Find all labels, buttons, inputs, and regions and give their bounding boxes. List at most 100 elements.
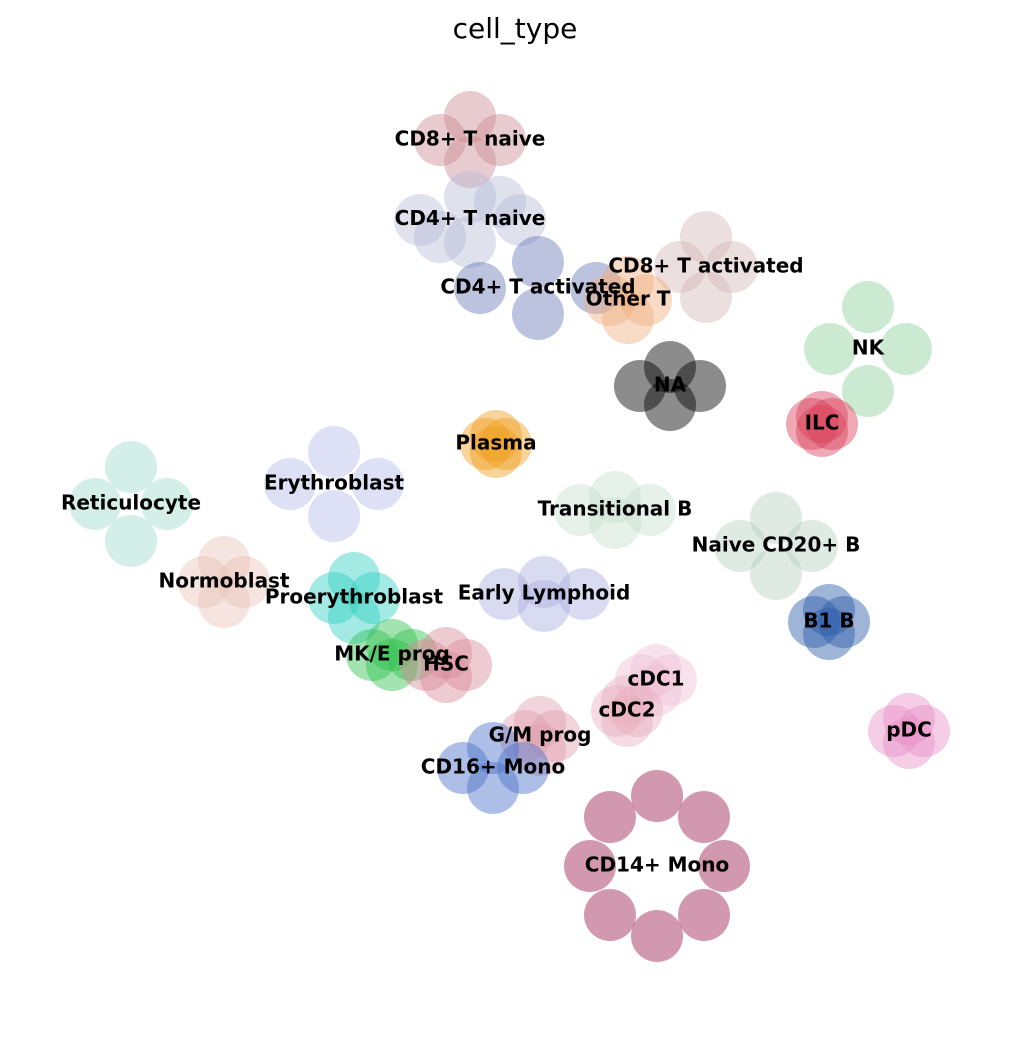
cluster-label: Proerythroblast: [265, 585, 444, 609]
cluster-point: [554, 484, 606, 536]
cluster-point: [615, 654, 667, 706]
cluster-point: [674, 360, 726, 412]
cluster-point: [352, 458, 404, 510]
cluster-point: [591, 685, 643, 737]
cluster-point: [602, 256, 654, 308]
cluster-point: [514, 724, 566, 776]
cluster-point: [584, 274, 636, 326]
cluster-point: [444, 216, 496, 268]
cluster-point: [346, 629, 398, 681]
cluster-point: [614, 360, 666, 412]
cluster-point: [883, 717, 935, 769]
cluster-point: [478, 568, 530, 620]
cluster-labels: CD8+ T naive CD4+ T naive CD4+ T activated…: [61, 126, 932, 876]
cluster-label: CD4+ T activated: [440, 275, 635, 299]
cluster-point: [750, 548, 802, 600]
cluster-label: G/M prog: [489, 723, 592, 747]
cluster-point: [308, 572, 360, 624]
cluster-label: Early Lymphoid: [458, 581, 631, 605]
cluster-point: [386, 629, 438, 681]
cluster-point: [460, 418, 512, 470]
cluster-point: [444, 91, 496, 143]
cluster-point: [818, 596, 870, 648]
cluster-point: [868, 705, 920, 757]
cluster-label: Other T: [586, 287, 671, 311]
cluster-label: cDC1: [627, 667, 684, 691]
cluster-label: CD16+ Mono: [421, 755, 565, 779]
cluster-point: [620, 274, 672, 326]
cluster-label: Erythroblast: [264, 471, 405, 495]
cluster-point: [512, 236, 564, 288]
cluster-point: [601, 695, 653, 747]
cluster-point: [611, 685, 663, 737]
cluster-point: [414, 114, 466, 166]
cluster-point: [348, 572, 400, 624]
cluster-label: Normoblast: [158, 569, 289, 593]
cluster-point: [420, 651, 472, 703]
cluster-point: [630, 644, 682, 696]
cluster-point: [680, 271, 732, 323]
cluster-point: [706, 241, 758, 293]
cluster-point: [264, 458, 316, 510]
cluster-point: [467, 722, 519, 774]
cluster-point: [803, 608, 855, 660]
cluster-point: [842, 365, 894, 417]
cluster-label: Transitional B: [538, 497, 693, 521]
cluster-point: [518, 556, 570, 608]
cluster-point: [499, 710, 551, 762]
cluster-point: [570, 262, 622, 314]
cluster-point: [796, 405, 848, 457]
cluster-point: [644, 341, 696, 393]
cluster-point: [198, 536, 250, 588]
cluster-point: [804, 323, 856, 375]
cluster-point: [698, 840, 750, 892]
cluster-point: [400, 639, 452, 691]
cluster-point: [842, 281, 894, 333]
points: [69, 91, 950, 962]
cluster-point: [680, 211, 732, 263]
cluster-label: NK: [852, 336, 886, 360]
cluster-point: [444, 136, 496, 188]
cluster-point: [69, 478, 121, 530]
cluster-point: [497, 742, 549, 794]
cluster-point: [105, 515, 157, 567]
cluster-point: [631, 770, 683, 822]
cluster-point: [803, 584, 855, 636]
cluster-point: [474, 176, 526, 228]
cluster-point: [786, 520, 838, 572]
cluster-point: [602, 292, 654, 344]
cluster-label: HSC: [423, 652, 469, 676]
cluster-label: CD4+ T naive: [395, 206, 546, 230]
cluster-label: CD14+ Mono: [585, 853, 729, 877]
cluster-point: [630, 664, 682, 716]
cluster-label: Reticulocyte: [61, 491, 201, 515]
cluster-point: [394, 194, 446, 246]
cluster-point: [414, 211, 466, 263]
chart-title: cell_type: [453, 12, 578, 45]
cluster-label: cDC2: [598, 698, 655, 722]
cluster-point: [589, 471, 641, 523]
cluster-label: CD8+ T activated: [608, 254, 803, 278]
cluster-label: pDC: [886, 718, 932, 742]
cluster-point: [178, 556, 230, 608]
cluster-label: NA: [654, 373, 687, 397]
cluster-point: [474, 114, 526, 166]
cluster-point: [218, 556, 270, 608]
cluster-label: MK/E prog: [334, 642, 450, 666]
cluster-point: [518, 580, 570, 632]
cluster-point: [714, 520, 766, 572]
cluster-label: CD8+ T naive: [395, 126, 546, 150]
cluster-point: [470, 426, 522, 478]
cluster-point: [584, 889, 636, 941]
cluster-point: [678, 791, 730, 843]
cluster-label: Naive CD20+ B: [692, 533, 861, 557]
cluster-point: [470, 410, 522, 462]
cluster-point: [529, 710, 581, 762]
cluster-point: [454, 262, 506, 314]
cluster-point: [898, 705, 950, 757]
cluster-point: [494, 194, 546, 246]
cluster-point: [558, 568, 610, 620]
cluster-point: [328, 592, 380, 644]
cluster-point: [788, 596, 840, 648]
